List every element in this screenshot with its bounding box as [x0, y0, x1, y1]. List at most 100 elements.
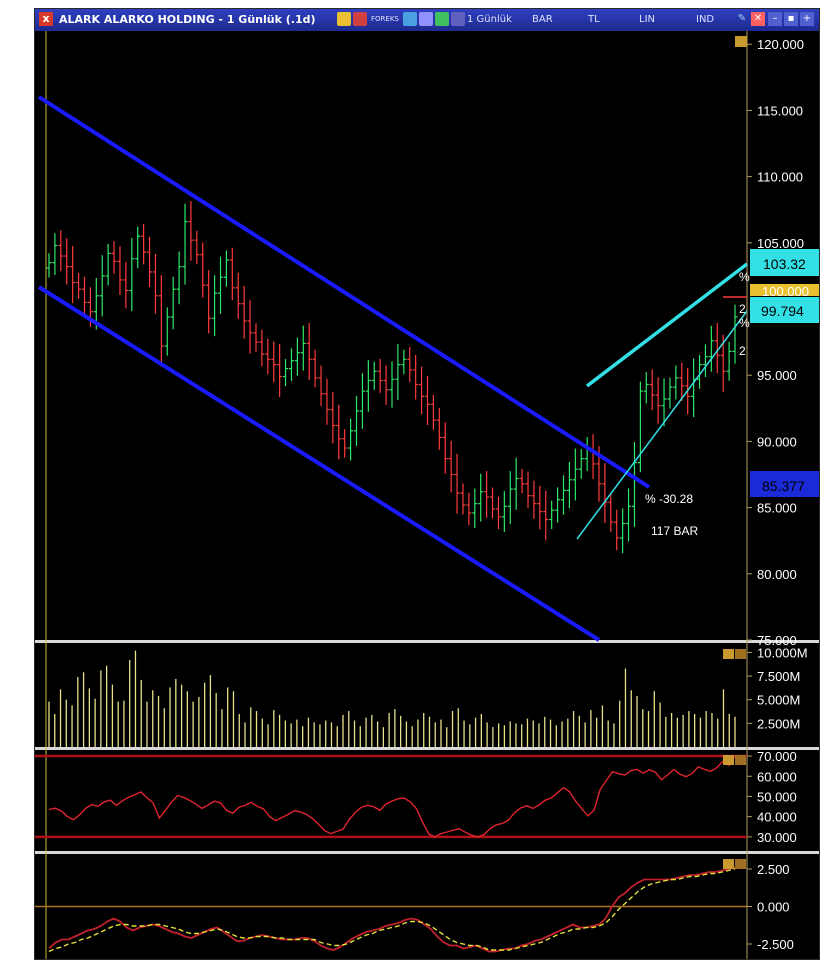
chart-window: x ALARK ALARKO HOLDING - 1 Günlük (.1d) … — [34, 8, 820, 960]
compare-icon[interactable] — [419, 12, 433, 26]
price-bar — [365, 359, 371, 412]
currency-button[interactable]: TL — [588, 14, 600, 25]
price-bar — [602, 463, 608, 523]
rsi-line — [48, 755, 736, 838]
macd-tick-label: -2.500 — [757, 937, 794, 952]
macd-panel-close[interactable] — [735, 859, 746, 869]
price-bar — [158, 275, 164, 367]
channel-upper-line[interactable] — [37, 95, 651, 489]
volume-panel-close[interactable] — [735, 649, 746, 659]
price-bar — [141, 223, 147, 265]
price-bar — [259, 329, 265, 367]
price-bar — [673, 365, 679, 400]
price-tick-label: 120.000 — [757, 37, 804, 52]
price-bar — [590, 434, 596, 480]
bar-type-button[interactable]: BAR — [532, 14, 553, 25]
price-bar — [572, 448, 578, 501]
price-bar — [714, 322, 720, 374]
rsi-panel: 70.000 60.000 50.000 40.000 30.000 — [35, 749, 797, 845]
rsi-tick-label: 40.000 — [757, 810, 797, 825]
layout-icon[interactable] — [403, 12, 417, 26]
price-bar — [277, 343, 283, 398]
price-bar — [371, 361, 377, 391]
price-bar — [655, 377, 661, 424]
price-bar — [164, 307, 170, 356]
price-panel-button[interactable] — [735, 36, 747, 47]
price-bar — [702, 344, 708, 377]
price-bar — [348, 418, 354, 461]
wedge-upper-line[interactable] — [585, 262, 749, 388]
price-bar — [472, 488, 478, 528]
symbol-icon[interactable] — [337, 12, 351, 26]
price-tick-label: 90.000 — [757, 434, 797, 449]
price-bar — [76, 273, 82, 299]
volume-tick-label: 5.000M — [757, 693, 800, 708]
price-bar — [223, 250, 229, 287]
drawing-tools — [403, 12, 465, 28]
wedge-annotation-bottom: 2 — [739, 344, 746, 358]
macd-panel-button[interactable] — [723, 859, 734, 869]
pen-icon[interactable] — [435, 12, 449, 26]
price-tick-label: 105.000 — [757, 236, 804, 251]
price-bar — [123, 262, 129, 309]
rsi-tick-label: 50.000 — [757, 789, 797, 804]
toolbar-icons — [337, 12, 367, 28]
price-bar — [170, 276, 176, 330]
price-bar — [342, 429, 348, 458]
volume-tick-label: 7.500M — [757, 669, 800, 684]
wedge-upper-price: 103.32 — [763, 256, 806, 272]
price-bar — [697, 355, 703, 389]
panel-separator-rsi[interactable] — [35, 747, 819, 750]
volume-panel-button[interactable] — [723, 649, 734, 659]
price-bar — [448, 440, 454, 493]
price-bar — [58, 230, 64, 272]
price-bar — [495, 496, 501, 530]
rsi-panel-close[interactable] — [735, 755, 746, 765]
price-bar — [200, 242, 206, 298]
scale-button[interactable]: LIN — [639, 14, 656, 25]
template-icon[interactable] — [353, 12, 367, 26]
maximize-icon[interactable]: + — [800, 12, 814, 26]
price-bar — [454, 453, 460, 514]
price-bar — [359, 373, 365, 429]
rsi-tick-label: 30.000 — [757, 830, 797, 845]
minimize-icon[interactable]: – — [768, 12, 782, 26]
price-bar — [732, 304, 738, 364]
price-bar — [614, 509, 620, 551]
price-bar — [306, 322, 312, 380]
price-bar — [401, 349, 407, 375]
volume-axis: 10.000M 7.500M 5.000M 2.500M — [747, 645, 808, 731]
price-bar — [430, 394, 436, 430]
price-bar — [442, 422, 448, 474]
panel-separator-volume[interactable] — [35, 640, 819, 643]
price-bar — [206, 270, 212, 334]
price-tick-label: 85.000 — [757, 501, 797, 516]
price-bar — [460, 483, 466, 515]
price-bar — [478, 473, 484, 522]
price-bar — [188, 200, 194, 261]
wedge-lower-line[interactable] — [576, 310, 748, 540]
channel-lower-line[interactable] — [37, 285, 601, 642]
wedge-annotation-lower: % — [739, 316, 750, 330]
cursor-icon[interactable] — [451, 12, 465, 26]
period-button[interactable]: 1 Günlük — [467, 14, 512, 25]
price-bar — [288, 348, 294, 381]
restore-icon[interactable]: ▪ — [784, 12, 798, 26]
price-bar — [271, 341, 277, 383]
price-bar — [413, 354, 419, 400]
remove-icon[interactable]: ✕ — [751, 12, 765, 26]
price-bar — [436, 407, 442, 450]
price-bar — [147, 237, 153, 288]
forex-button[interactable]: FOREKS — [371, 15, 399, 23]
price-bar — [608, 492, 614, 532]
panel-separator-macd[interactable] — [35, 851, 819, 854]
price-bar — [300, 325, 306, 371]
settings-icon[interactable]: ✎ — [737, 13, 747, 24]
price-bar — [584, 437, 590, 471]
price-bar — [407, 347, 413, 383]
close-icon[interactable]: x — [39, 12, 53, 26]
rsi-panel-button[interactable] — [723, 755, 734, 765]
indicators-button[interactable]: IND — [696, 14, 715, 25]
macd-tick-label: 2.500 — [757, 862, 790, 877]
price-bar — [555, 487, 561, 523]
